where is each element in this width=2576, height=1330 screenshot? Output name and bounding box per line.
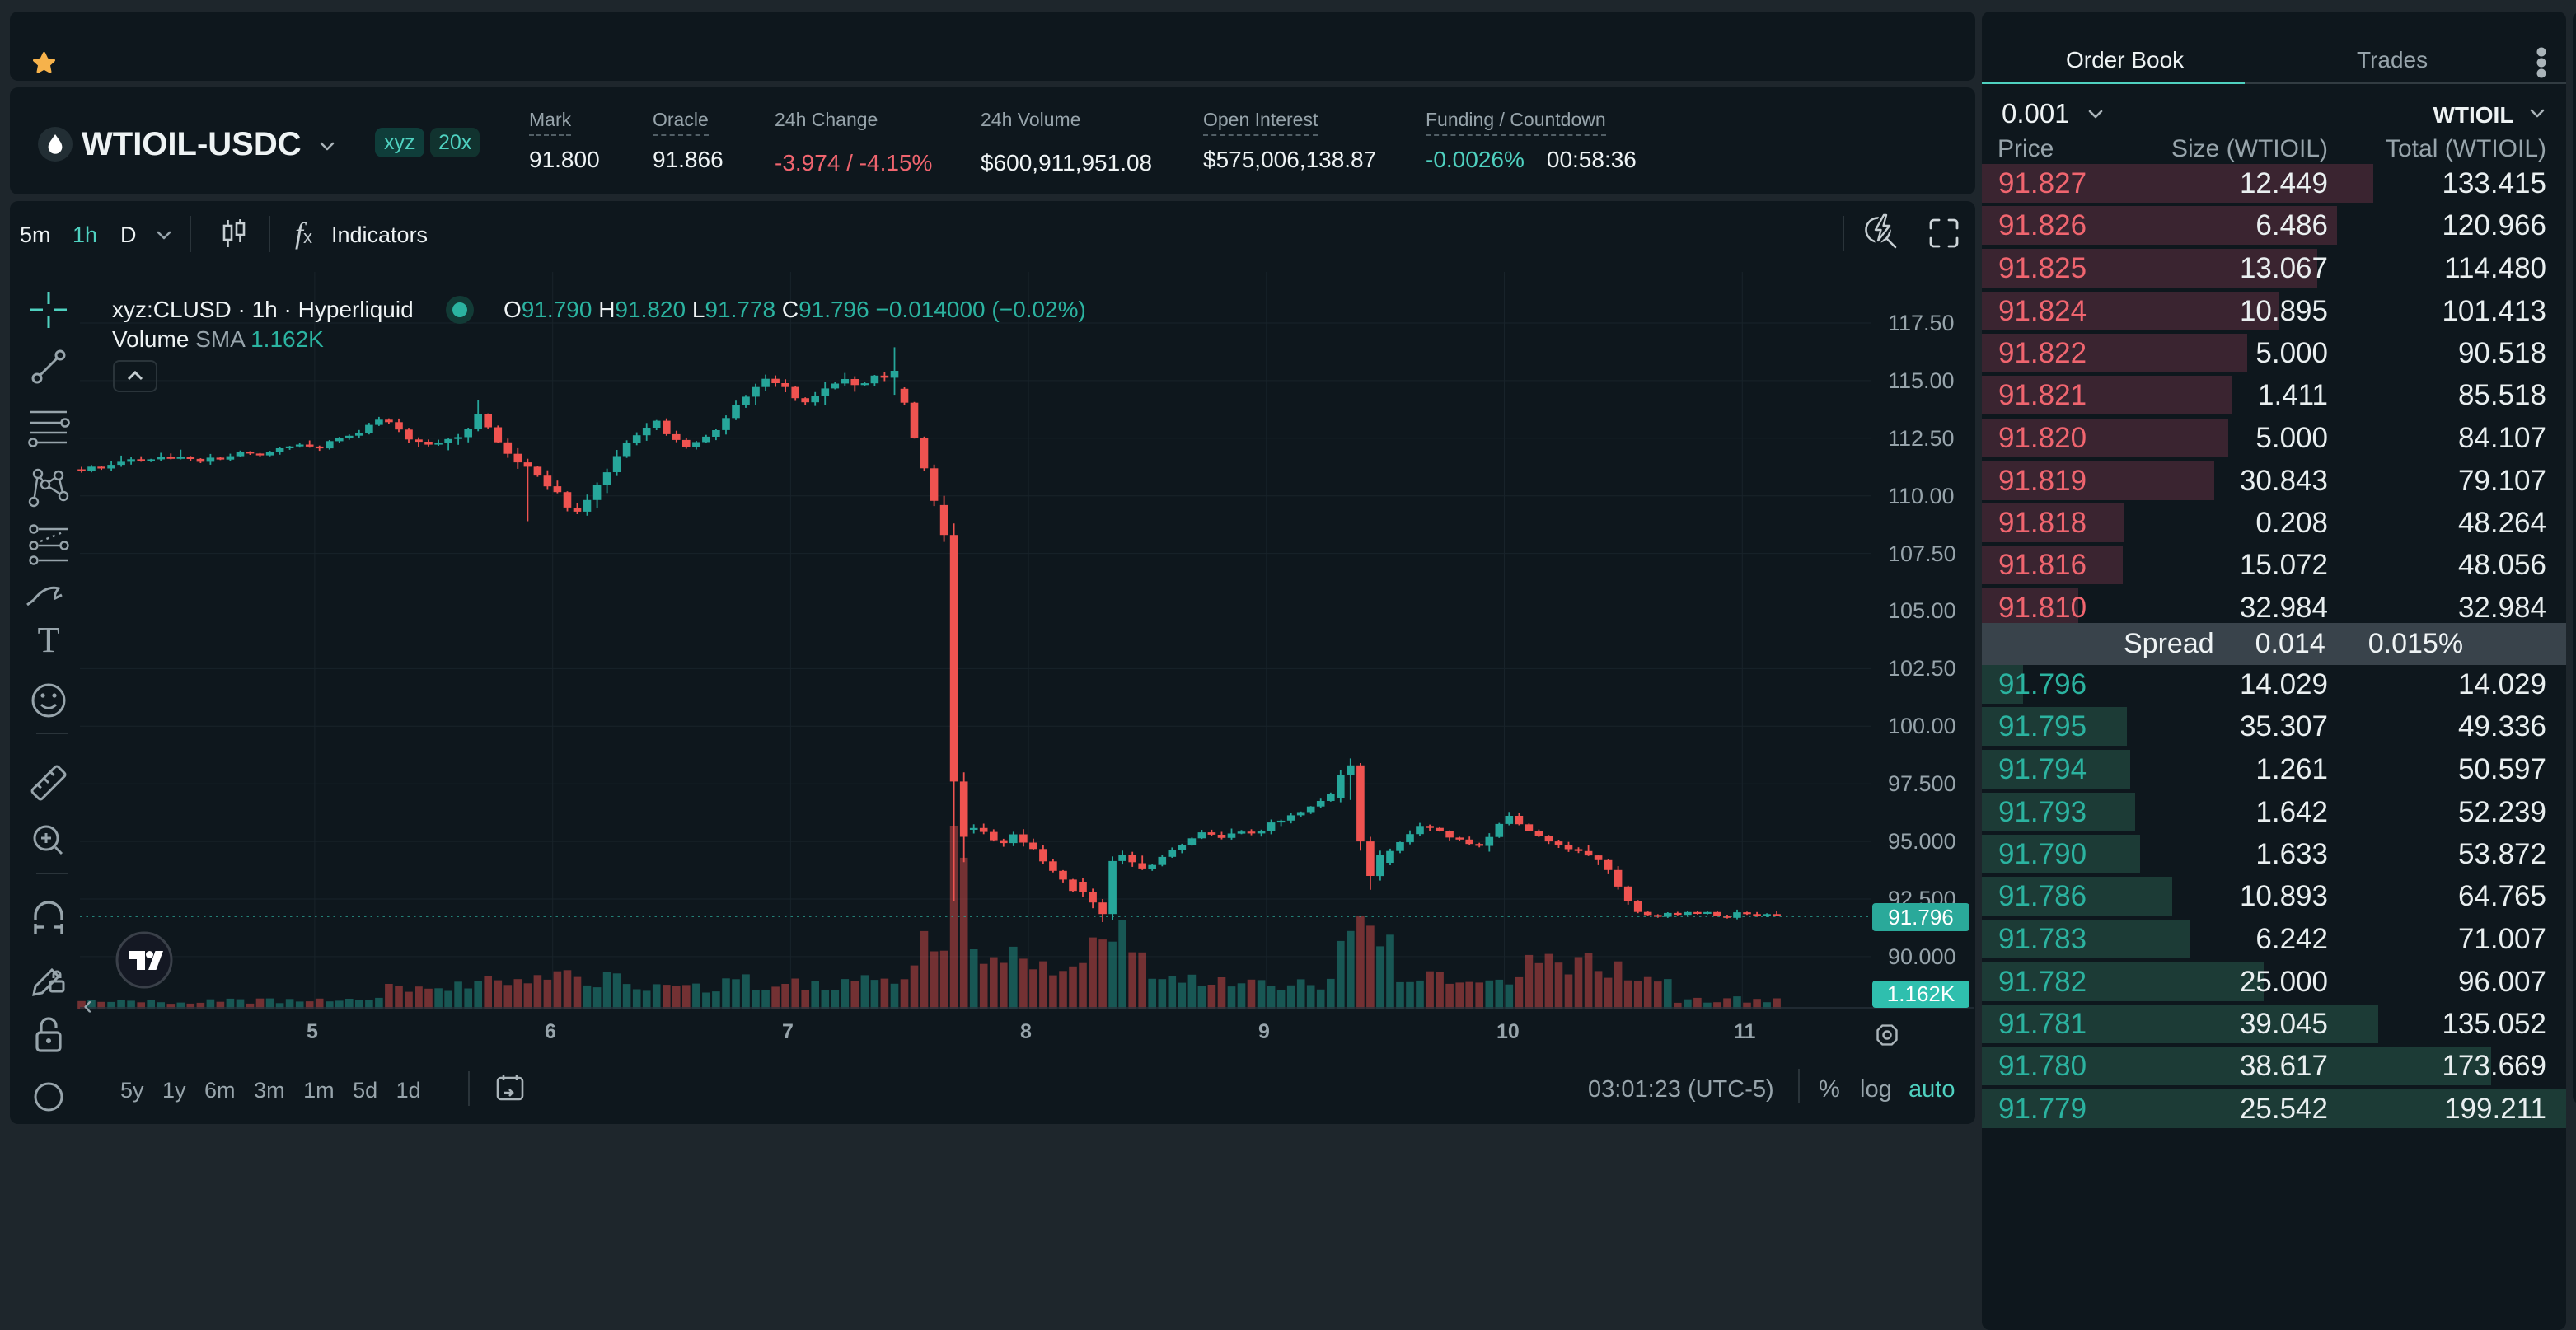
svg-text:T: T	[38, 620, 60, 660]
